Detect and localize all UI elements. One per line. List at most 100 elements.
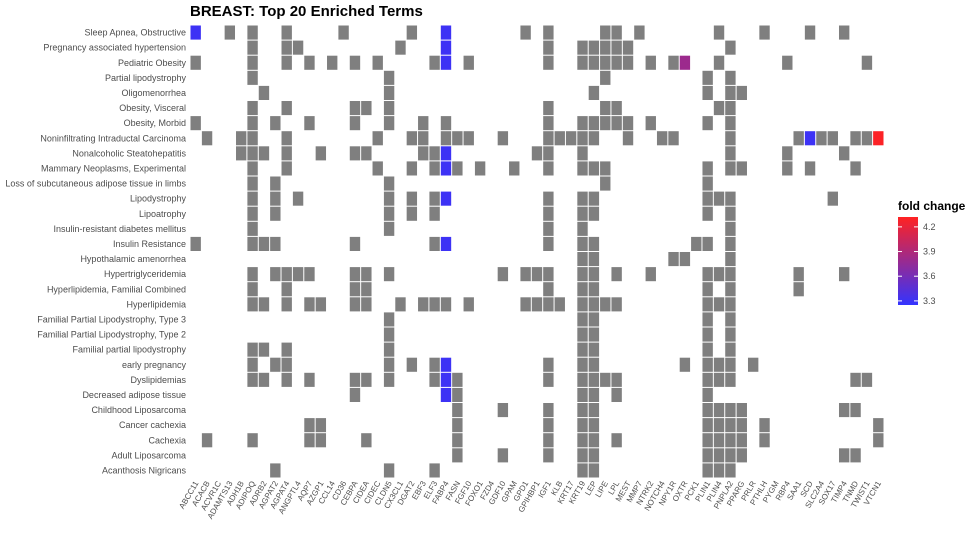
heatmap-cell: [383, 206, 395, 221]
heatmap-cell: [793, 282, 804, 297]
heatmap-cell: [543, 403, 554, 418]
legend-color-bar: [898, 217, 918, 305]
heatmap-cell: [247, 101, 258, 116]
heatmap-cell: [281, 131, 292, 146]
heatmap-cell: [736, 418, 747, 433]
row-labels: Sleep Apnea, Obstructive Pregnancy associ…: [5, 28, 186, 476]
heatmap-cell: [429, 463, 440, 478]
heatmap-cell: [577, 267, 588, 282]
heatmap-cell: [418, 146, 429, 161]
heatmap-cell: [577, 40, 588, 55]
heatmap-cell: [838, 267, 850, 282]
heatmap-cell: [383, 176, 395, 191]
heatmap-cell: [725, 191, 736, 206]
heatmap-cell: [713, 372, 725, 387]
heatmap-cell: [702, 327, 713, 342]
heatmap-cell: [304, 418, 315, 433]
heatmap-cell: [713, 55, 725, 70]
heatmap-cell: [577, 221, 588, 236]
heatmap-cell: [258, 236, 270, 251]
heatmap-cell: [361, 372, 372, 387]
heatmap-cell: [543, 116, 554, 131]
heatmap-cell: [702, 70, 713, 85]
heatmap-cell: [543, 433, 554, 448]
heatmap-cell: [383, 372, 395, 387]
heatmap-cell: [577, 297, 588, 312]
heatmap-cell: [577, 327, 588, 342]
heatmap-cell: [850, 372, 861, 387]
heatmap-cell: [861, 55, 873, 70]
heatmap-cell: [827, 191, 838, 206]
row-label: Childhood Liposarcoma: [91, 405, 186, 415]
heatmap-cell: [452, 403, 463, 418]
heatmap-cell: [577, 448, 588, 463]
heatmap-cell: [702, 191, 713, 206]
heatmap-cell: [600, 101, 611, 116]
heatmap-cell: [281, 342, 292, 357]
row-label: Dyslipidemias: [130, 375, 186, 385]
heatmap-cell: [759, 418, 770, 433]
heatmap-cell: [577, 55, 588, 70]
heatmap-cell: [349, 282, 361, 297]
heatmap-cell: [418, 116, 429, 131]
heatmap-cell: [850, 403, 861, 418]
heatmap-cell: [782, 55, 793, 70]
heatmap-cell: [349, 297, 361, 312]
heatmap-cell: [406, 131, 418, 146]
heatmap-cell: [611, 55, 622, 70]
heatmap-cell: [440, 297, 452, 312]
heatmap-cell: [543, 101, 554, 116]
heatmap-cell: [713, 433, 725, 448]
heatmap-cell: [543, 282, 554, 297]
heatmap-cell: [281, 161, 292, 176]
heatmap-cell: [827, 131, 838, 146]
heatmap-cell: [725, 282, 736, 297]
heatmap-cell: [383, 357, 395, 372]
heatmap-cell: [429, 191, 440, 206]
heatmap-cell: [588, 327, 600, 342]
heatmap-cell: [702, 161, 713, 176]
heatmap-cell: [725, 101, 736, 116]
heatmap-cell: [383, 463, 395, 478]
heatmap-cell: [349, 101, 361, 116]
legend-tick-label: 4.2: [923, 222, 936, 232]
heatmap-cell: [600, 161, 611, 176]
heatmap-cell: [702, 387, 713, 402]
heatmap-cell: [873, 418, 884, 433]
heatmap-cell: [736, 161, 747, 176]
heatmap-cell: [201, 433, 213, 448]
heatmap-cell: [577, 433, 588, 448]
row-label: Obesity, Visceral: [119, 103, 186, 113]
row-label: Insulin Resistance: [113, 239, 186, 249]
heatmap-cell: [361, 267, 372, 282]
heatmap-cell: [713, 191, 725, 206]
heatmap-cell: [611, 267, 622, 282]
heatmap-cell: [588, 131, 600, 146]
heatmap-cell: [600, 297, 611, 312]
heatmap-cell: [600, 372, 611, 387]
heatmap-cell: [247, 25, 258, 40]
heatmap-cell: [713, 101, 725, 116]
heatmap-cell: [395, 297, 406, 312]
heatmap-cell: [577, 206, 588, 221]
heatmap-cell: [725, 252, 736, 267]
row-label: Pediatric Obesity: [118, 58, 187, 68]
heatmap-cell: [713, 297, 725, 312]
heatmap-cell: [588, 463, 600, 478]
row-label: Hypertriglyceridemia: [104, 269, 186, 279]
heatmap-cell: [645, 267, 656, 282]
chart-title: BREAST: Top 20 Enriched Terms: [190, 3, 423, 20]
heatmap-cell: [713, 267, 725, 282]
legend-ticks: 4.2 3.9 3.6 3.3: [898, 222, 936, 306]
heatmap-cell: [418, 131, 429, 146]
heatmap-cell: [190, 236, 201, 251]
heatmap-cell: [543, 206, 554, 221]
heatmap-cell: [247, 267, 258, 282]
row-label: Familial Partial Lipodystrophy, Type 3: [37, 314, 186, 324]
heatmap-cell: [247, 146, 258, 161]
heatmap-cell: [600, 55, 611, 70]
heatmap-cell: [861, 372, 873, 387]
heatmap-cell: [543, 418, 554, 433]
heatmap-cell: [383, 116, 395, 131]
heatmap-cell: [543, 146, 554, 161]
